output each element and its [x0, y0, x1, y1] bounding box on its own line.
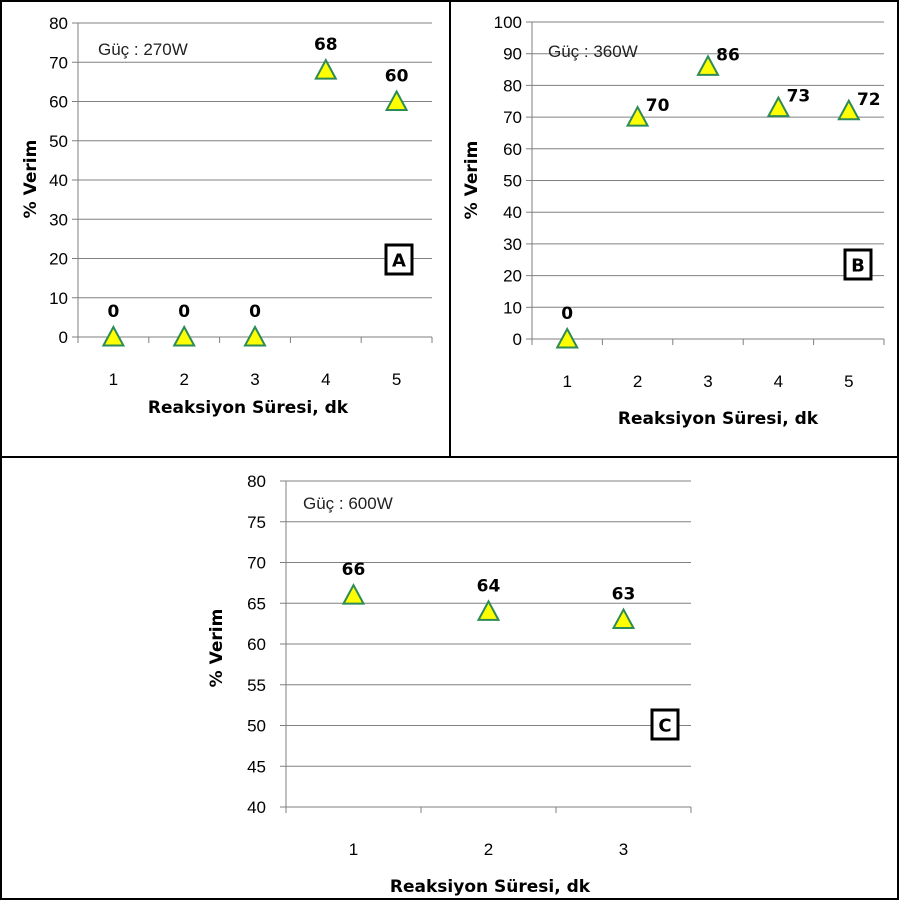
panel-b-badge-box: [843, 248, 873, 281]
panel-a-data-point: [101, 324, 126, 347]
panel-a-ytick-label: 30: [49, 210, 68, 229]
panel-b-x-axis-title: Reaksiyon Süresi, dk: [618, 409, 819, 429]
panel-a-xtick-label: 2: [179, 370, 188, 389]
panel-b-ytick-label: 50: [503, 172, 522, 191]
panel-c-ytick-label: 55: [247, 676, 266, 695]
panel-a-data-point: [172, 324, 196, 347]
panel-b-ytick-label: 70: [503, 108, 522, 127]
panel-a-ytick-label: 40: [49, 171, 68, 190]
panel-c-data-label: 66: [342, 560, 366, 580]
panel-b-data-point: [555, 326, 579, 349]
panel-b-data-point: [837, 98, 861, 121]
panel-c-ytick-label: 50: [247, 717, 266, 736]
panel-c-ytick-label: 45: [247, 757, 266, 776]
panel-c-xtick-label: 3: [619, 840, 628, 859]
panel-b-data-label: 72: [857, 90, 881, 110]
panel-c-badge-box: [650, 708, 680, 741]
panel-c-ytick-label: 75: [247, 513, 266, 532]
panel-a-data-point: [314, 57, 338, 80]
panel-a-ytick-label: 80: [49, 14, 68, 33]
panel-b-ytick-label: 10: [503, 298, 522, 317]
panel-b-data-label: 70: [646, 96, 670, 116]
panel-b-data-point: [625, 104, 650, 127]
panel-a-ytick-label: 50: [49, 132, 68, 151]
panel-b-xtick-label: 1: [562, 372, 571, 391]
panel-a-data-label: 0: [107, 302, 119, 322]
panel-c-ytick-label: 70: [247, 554, 266, 573]
panel-b-ytick-label: 0: [513, 330, 522, 349]
panel-c-data-point: [341, 582, 366, 605]
panel-a-badge-label: A: [392, 251, 406, 272]
panel-c-power-note: Güç : 600W: [303, 494, 393, 513]
panel-a-xtick-label: 5: [392, 370, 401, 389]
panel-b-ytick-label: 80: [503, 76, 522, 95]
panel-a-ytick-label: 70: [49, 53, 68, 72]
panel-a-data-label: 0: [178, 302, 190, 322]
panel-b-data-point: [766, 95, 791, 118]
panel-b-power-note: Güç : 360W: [548, 42, 638, 61]
panel-a-data-label: 68: [314, 35, 338, 55]
panel-a-ytick-label: 0: [59, 328, 68, 347]
panel-a-xtick-label: 4: [321, 370, 330, 389]
panel-c-data-point: [476, 599, 501, 621]
panel-a-ytick-label: 10: [49, 289, 68, 308]
panel-b-badge-label: B: [851, 256, 865, 277]
panel-a-power-note: Güç : 270W: [98, 40, 188, 59]
panel-c-badge-label: C: [658, 716, 671, 737]
panel-c-data-point: [611, 607, 636, 630]
panel-a-xtick-label: 1: [109, 370, 118, 389]
panel-c-xtick-label: 1: [349, 840, 358, 859]
panel-b-ytick-label: 40: [503, 203, 522, 222]
panel-b-xtick-label: 4: [774, 372, 783, 391]
panel-a-x-axis-title: Reaksiyon Süresi, dk: [148, 398, 349, 418]
panel-b-ytick-label: 100: [494, 13, 522, 32]
panel-a-data-point: [384, 89, 409, 111]
panel-c-ytick-label: 60: [247, 635, 266, 654]
panel-b-ytick-label: 60: [503, 140, 522, 159]
panel-c-x-axis-title: Reaksiyon Süresi, dk: [390, 877, 591, 897]
panel-b-data-point: [696, 54, 720, 76]
panel-b-ytick-label: 30: [503, 235, 522, 254]
panel-c-y-axis-title: % Verim: [207, 609, 227, 688]
panel-b-xtick-label: 2: [633, 372, 642, 391]
panel-c-frame: [0, 456, 899, 900]
panel-a-data-label: 0: [249, 302, 261, 322]
panel-a-ytick-label: 60: [49, 93, 68, 112]
panel-a-data-label: 60: [385, 67, 409, 87]
panel-a-badge-box: [384, 243, 414, 276]
panel-c-ytick-label: 80: [247, 472, 266, 491]
panel-c-ytick-label: 65: [247, 594, 266, 613]
panel-b-data-label: 0: [561, 304, 573, 324]
panel-b-ytick-label: 90: [503, 45, 522, 64]
panel-a-ytick-label: 20: [49, 250, 68, 269]
panel-a-y-axis-title: % Verim: [21, 140, 41, 219]
panel-b-y-axis-title: % Verim: [462, 141, 482, 220]
panel-b-data-label: 86: [716, 45, 740, 65]
panel-a-data-point: [243, 324, 267, 347]
panel-b-ytick-label: 20: [503, 267, 522, 286]
panel-a-xtick-label: 3: [250, 370, 259, 389]
panel-b-xtick-label: 5: [844, 372, 853, 391]
panel-b-xtick-label: 3: [703, 372, 712, 391]
panel-b-data-label: 73: [787, 87, 811, 107]
panel-c-xtick-label: 2: [484, 840, 493, 859]
panel-c-data-label: 63: [612, 585, 636, 605]
panel-c-data-label: 64: [477, 576, 501, 596]
panel-c-ytick-label: 40: [247, 798, 266, 817]
